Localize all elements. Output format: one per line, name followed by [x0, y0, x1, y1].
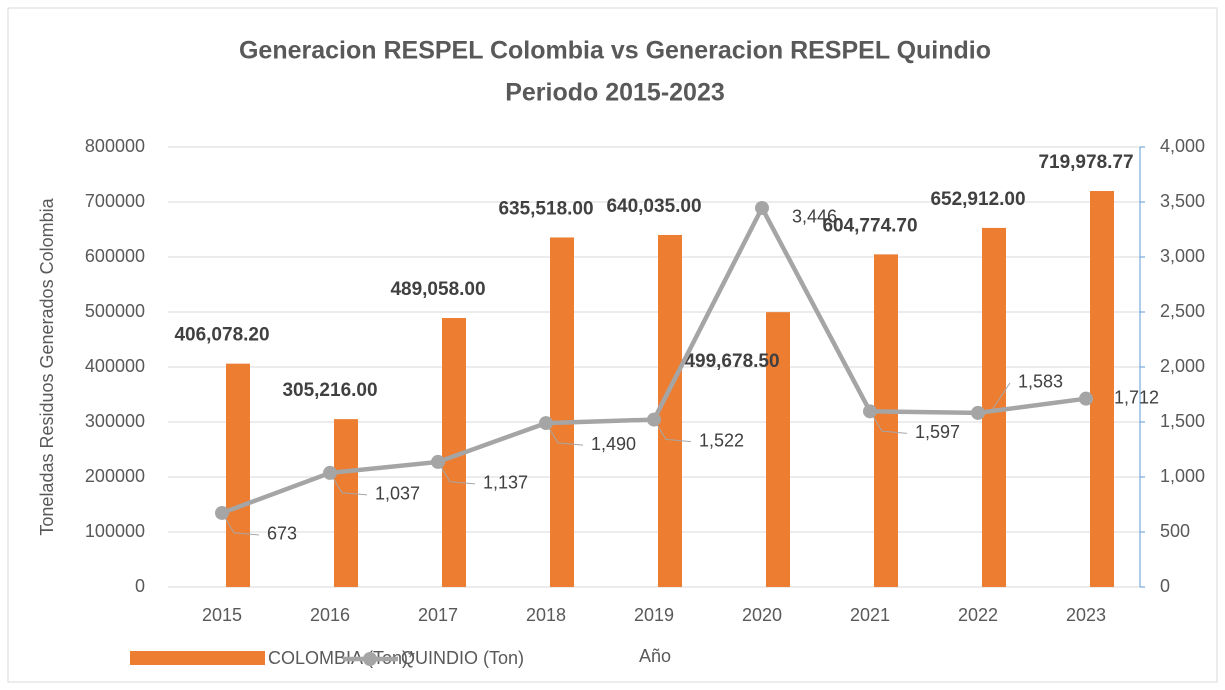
chart-subtitle: Periodo 2015-2023 — [505, 79, 725, 107]
bar — [874, 254, 898, 588]
y2-tick-label: 2,500 — [1160, 301, 1205, 321]
y-axis-label: Toneladas Residuos Generados Colombia — [37, 197, 57, 535]
bar — [226, 363, 250, 587]
y-tick-label: 400000 — [85, 356, 145, 376]
bar — [1090, 191, 1114, 588]
line-value-label: 1,037 — [375, 484, 420, 504]
bar-value-label: 635,518.00 — [498, 198, 593, 219]
y2-tick-label: 0 — [1160, 576, 1170, 596]
line-value-label: 1,712 — [1114, 387, 1159, 407]
bar-value-label: 499,678.50 — [684, 351, 779, 372]
y-tick-label: 300000 — [85, 411, 145, 431]
y2-tick-label: 4,000 — [1160, 136, 1205, 156]
line-value-label: 3,446 — [792, 207, 837, 227]
chart-border — [7, 7, 1218, 683]
legend-swatch — [130, 651, 265, 665]
x-tick-label: 2021 — [850, 605, 890, 625]
x-tick-label: 2017 — [418, 605, 458, 625]
leader-line — [221, 512, 260, 536]
y2-tick-label: 1,000 — [1160, 466, 1205, 486]
y-tick-label: 100000 — [85, 521, 145, 541]
line-point — [755, 200, 769, 215]
bar — [766, 312, 790, 587]
y-tick-label: 0 — [135, 576, 145, 596]
bar-value-label: 719,978.77 — [1038, 152, 1133, 173]
legend-label: COLOMBIA (Ton)* — [268, 648, 415, 668]
bar-value-label: 652,912.00 — [930, 189, 1025, 210]
leader-line — [437, 461, 476, 485]
line-value-label: 1,490 — [591, 434, 636, 454]
y-tick-label: 600000 — [85, 246, 145, 266]
line-value-label: 1,583 — [1018, 372, 1063, 392]
x-tick-label: 2015 — [202, 605, 242, 625]
leader-line — [978, 382, 1011, 414]
x-tick-label: 2018 — [526, 605, 566, 625]
line-point — [1079, 391, 1093, 406]
y2-tick-label: 500 — [1160, 521, 1190, 541]
bar-value-label: 406,078.20 — [174, 325, 269, 346]
y-tick-label: 800000 — [85, 136, 145, 156]
y2-tick-label: 2,000 — [1160, 356, 1205, 376]
y2-tick-label: 3,500 — [1160, 191, 1205, 211]
leader-line — [329, 472, 368, 496]
line-value-label: 673 — [267, 524, 297, 544]
x-tick-label: 2016 — [310, 605, 350, 625]
bar-value-label: 305,216.00 — [282, 380, 377, 401]
y2-tick-label: 3,000 — [1160, 246, 1205, 266]
legend-label: QUINDIO (Ton) — [401, 648, 524, 668]
x-tick-label: 2020 — [742, 605, 782, 625]
line-value-label: 1,137 — [483, 473, 528, 493]
line-value-label: 1,522 — [699, 430, 744, 450]
leader-line — [869, 411, 908, 434]
bar — [334, 419, 358, 587]
x-axis-label: Año — [639, 646, 671, 666]
leader-line — [545, 422, 584, 446]
x-tick-label: 2019 — [634, 605, 674, 625]
y-tick-label: 500000 — [85, 301, 145, 321]
x-tick-label: 2022 — [958, 605, 998, 625]
leader-line — [653, 419, 692, 443]
chart-title: Generacion RESPEL Colombia vs Generacion… — [239, 37, 991, 65]
bar-value-label: 640,035.00 — [606, 196, 701, 217]
bar — [658, 234, 682, 587]
y-tick-label: 200000 — [85, 466, 145, 486]
line-value-label: 1,597 — [915, 422, 960, 442]
bar-value-label: 489,058.00 — [390, 279, 485, 300]
x-tick-label: 2023 — [1066, 605, 1106, 625]
y2-tick-label: 1,500 — [1160, 411, 1205, 431]
bar — [550, 237, 574, 588]
bar-value-label: 604,774.70 — [822, 215, 917, 236]
legend-swatch — [363, 652, 377, 666]
y-tick-label: 700000 — [85, 191, 145, 211]
